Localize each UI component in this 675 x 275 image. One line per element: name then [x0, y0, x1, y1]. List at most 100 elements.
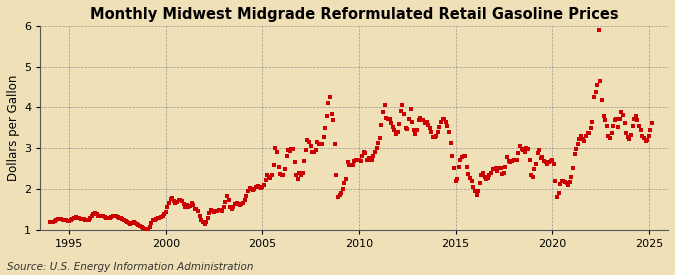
Point — [379, 103, 390, 108]
Point — [244, 186, 255, 190]
Point — [325, 95, 335, 100]
Point — [535, 156, 546, 161]
Point — [500, 164, 511, 169]
Point — [355, 159, 366, 163]
Point — [491, 166, 502, 170]
Point — [130, 221, 140, 225]
Point — [67, 217, 78, 221]
Point — [323, 101, 334, 106]
Point — [471, 193, 482, 197]
Point — [413, 117, 424, 122]
Point — [394, 122, 405, 126]
Point — [338, 187, 348, 191]
Point — [519, 150, 530, 155]
Point — [349, 159, 360, 163]
Point — [91, 212, 102, 216]
Point — [580, 134, 591, 138]
Point — [186, 201, 197, 205]
Point — [553, 191, 564, 195]
Point — [250, 185, 261, 189]
Point — [275, 171, 286, 176]
Point — [182, 203, 192, 208]
Point — [454, 164, 464, 169]
Point — [477, 170, 488, 175]
Point — [212, 208, 223, 213]
Point — [619, 121, 630, 125]
Point — [597, 98, 608, 102]
Point — [396, 109, 406, 113]
Point — [433, 130, 443, 134]
Point — [279, 166, 290, 171]
Point — [397, 103, 408, 108]
Point — [307, 150, 318, 155]
Point — [484, 172, 495, 177]
Point — [320, 126, 331, 130]
Point — [426, 130, 437, 134]
Point — [149, 217, 160, 222]
Point — [595, 79, 605, 83]
Point — [497, 171, 508, 176]
Point — [265, 175, 276, 180]
Point — [642, 138, 653, 142]
Point — [548, 161, 559, 166]
Point — [178, 202, 189, 207]
Point — [221, 194, 232, 198]
Point — [257, 185, 268, 189]
Point — [286, 147, 297, 151]
Point — [443, 130, 454, 134]
Point — [608, 123, 618, 128]
Point — [289, 160, 300, 165]
Point — [299, 159, 310, 163]
Point — [391, 132, 402, 136]
Point — [120, 219, 131, 223]
Point — [600, 117, 611, 122]
Point — [423, 122, 433, 127]
Point — [326, 111, 337, 116]
Point — [455, 158, 466, 163]
Point — [358, 150, 369, 155]
Point — [291, 172, 302, 177]
Point — [428, 134, 439, 139]
Point — [405, 107, 416, 112]
Point — [157, 213, 168, 218]
Point — [571, 147, 582, 151]
Point — [312, 140, 323, 144]
Point — [125, 222, 136, 226]
Point — [618, 112, 628, 117]
Point — [209, 210, 219, 214]
Point — [592, 83, 603, 87]
Point — [292, 177, 303, 181]
Point — [368, 154, 379, 159]
Point — [54, 217, 65, 221]
Point — [435, 120, 446, 124]
Point — [276, 172, 287, 177]
Point — [331, 172, 342, 177]
Point — [109, 213, 119, 218]
Point — [184, 204, 195, 208]
Point — [637, 134, 648, 138]
Point — [420, 121, 431, 125]
Point — [127, 221, 138, 226]
Point — [639, 136, 649, 140]
Point — [241, 194, 252, 198]
Point — [296, 172, 306, 177]
Point — [226, 206, 237, 211]
Point — [605, 136, 616, 140]
Point — [341, 177, 352, 181]
Point — [590, 90, 601, 94]
Point — [344, 163, 354, 167]
Point — [328, 117, 339, 122]
Point — [532, 151, 543, 155]
Point — [249, 187, 260, 191]
Point — [163, 201, 174, 205]
Point — [529, 167, 540, 172]
Point — [558, 179, 569, 183]
Point — [80, 217, 90, 222]
Point — [645, 128, 656, 132]
Point — [439, 117, 450, 121]
Point — [492, 169, 503, 173]
Point — [569, 152, 580, 156]
Point — [508, 158, 519, 162]
Point — [262, 172, 273, 177]
Point — [72, 215, 82, 220]
